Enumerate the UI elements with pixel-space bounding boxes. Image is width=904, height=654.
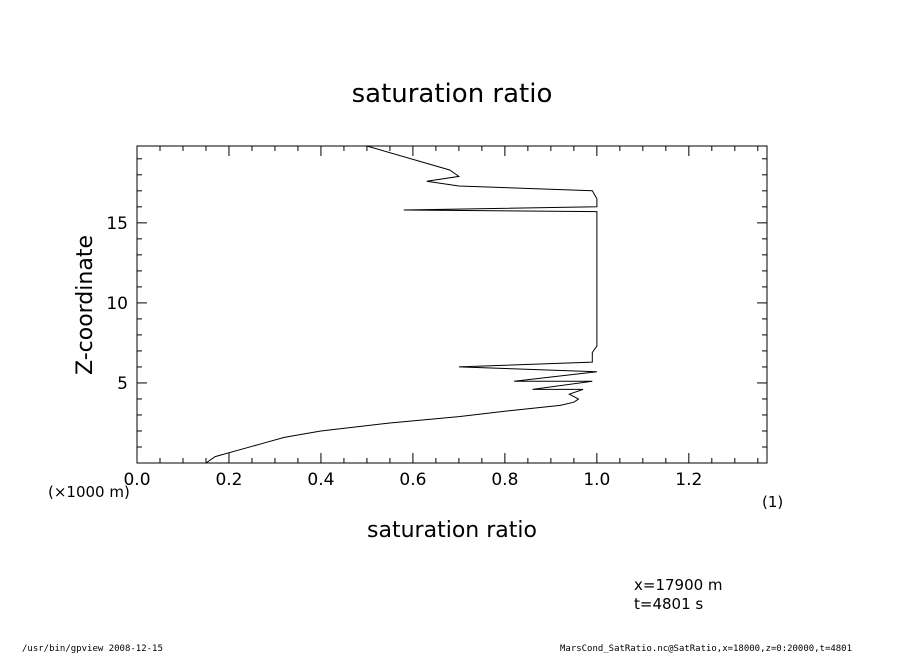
x-tick-label: 0.0 xyxy=(123,470,150,490)
y-tick-label: 10 xyxy=(106,294,128,314)
series-line xyxy=(205,145,598,464)
x-tick-labels: 0.0 0.2 0.4 0.6 0.8 1.0 1.2 xyxy=(123,470,702,490)
x-tick-label: 0.8 xyxy=(491,470,518,490)
y-axis-label: Z-coordinate xyxy=(73,235,98,375)
x-axis-label: saturation ratio xyxy=(367,518,537,543)
x-unit-label: (1) xyxy=(762,493,783,511)
y-tick-label: 15 xyxy=(106,214,128,234)
chart-title: saturation ratio xyxy=(352,79,553,109)
plot-area: 0.0 0.2 0.4 0.6 0.8 1.0 1.2 5 10 15 xyxy=(106,145,768,490)
footer-right: MarsCond_SatRatio.nc@SatRatio,x=18000,z=… xyxy=(560,644,852,654)
x-tick-label: 0.2 xyxy=(215,470,242,490)
footer-left: /usr/bin/gpview 2008-12-15 xyxy=(22,644,163,654)
x-tick-label: 1.2 xyxy=(675,470,702,490)
y-tick-label: 5 xyxy=(117,374,128,394)
x-tick-label: 0.6 xyxy=(399,470,426,490)
x-tick-label: 0.4 xyxy=(307,470,334,490)
plot-frame xyxy=(136,145,768,464)
y-unit-label: (×1000 m) xyxy=(48,483,130,501)
axis-ticks xyxy=(136,146,767,463)
y-tick-labels: 5 10 15 xyxy=(106,214,128,394)
x-tick-label: 1.0 xyxy=(583,470,610,490)
coord-x-label: x=17900 m xyxy=(634,576,723,594)
coord-t-label: t=4801 s xyxy=(634,595,703,613)
